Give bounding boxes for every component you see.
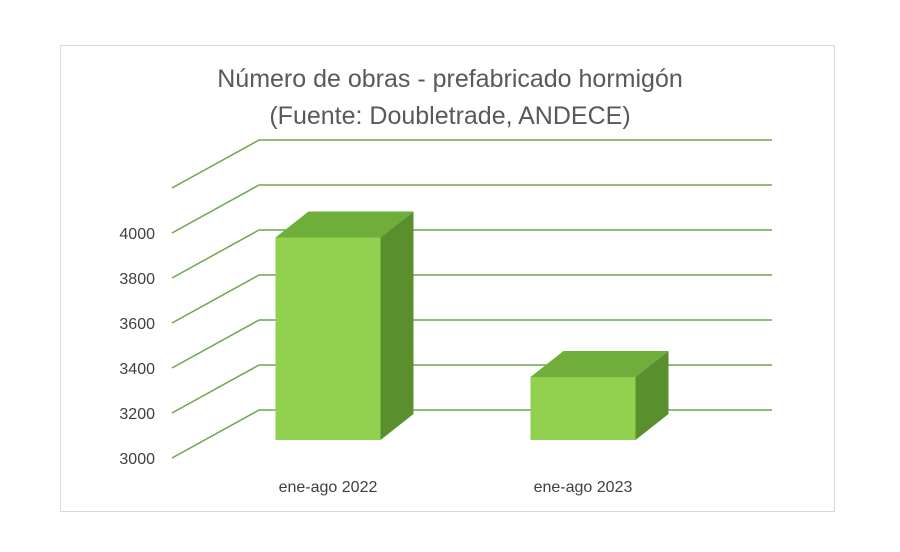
bar-front [275, 237, 381, 440]
y-axis-ticks: 3000 3200 3400 3600 3800 4000 [119, 226, 155, 468]
bar [275, 211, 414, 440]
bar-top [530, 351, 669, 377]
gridline-diagonal [171, 139, 260, 189]
y-tick-label: 4000 [119, 226, 155, 243]
bar-side [380, 211, 414, 440]
y-tick-label: 3200 [119, 406, 155, 423]
y-tick-label: 3000 [119, 451, 155, 468]
chart-frame [60, 45, 835, 512]
y-tick-label: 3800 [119, 271, 155, 288]
y-tick-label: 3400 [119, 361, 155, 378]
gridline-diagonal [171, 409, 260, 459]
gridline-diagonal [171, 274, 260, 324]
gridline-diagonal [171, 364, 260, 414]
x-category-label: ene-ago 2022 [279, 479, 378, 496]
bar [530, 351, 669, 440]
x-category-label: ene-ago 2023 [534, 479, 633, 496]
gridlines [171, 139, 772, 459]
bar-top [275, 211, 414, 238]
chart-subtitle: (Fuente: Doubletrade, ANDECE) [269, 102, 631, 130]
chart-title: Número de obras - prefabricado hormigón [217, 65, 683, 93]
x-axis-labels: ene-ago 2022 ene-ago 2023 [279, 479, 633, 496]
y-tick-label: 3600 [119, 316, 155, 333]
gridline-diagonal [171, 319, 260, 369]
bars [275, 211, 669, 440]
bar-front [530, 377, 636, 440]
bar-side [635, 351, 669, 440]
gridline-diagonal [171, 229, 260, 279]
gridline-diagonal [171, 184, 260, 234]
